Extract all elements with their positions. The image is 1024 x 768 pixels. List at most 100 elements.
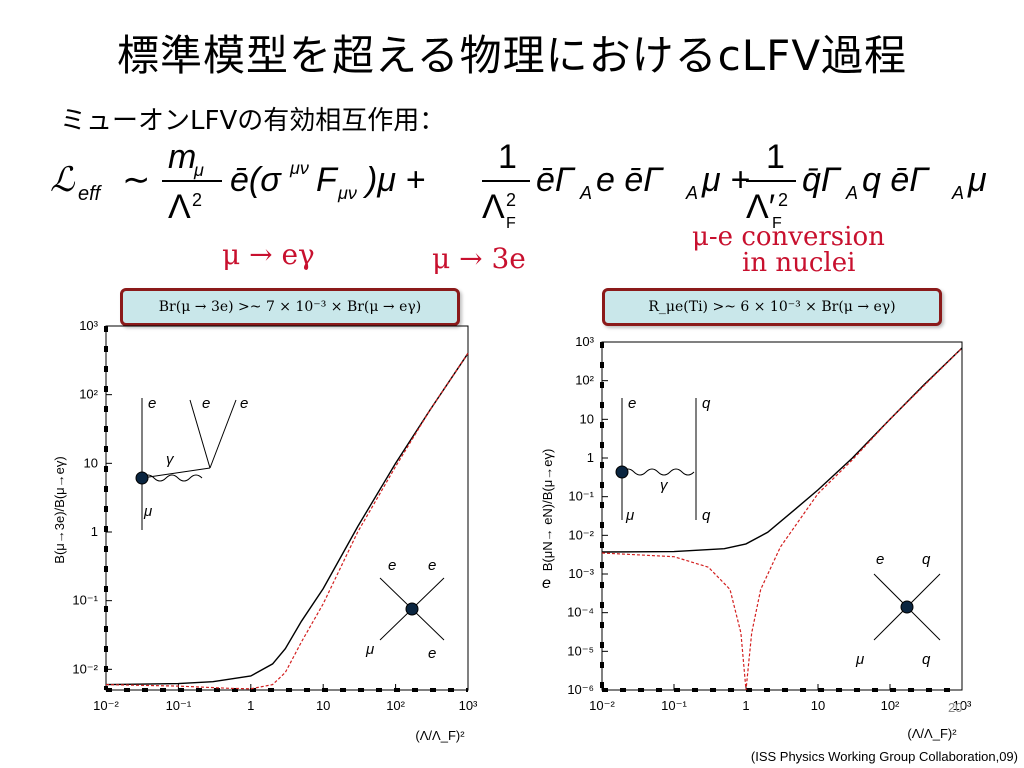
diagram-label-left-3: e bbox=[240, 395, 248, 412]
svg-text:F: F bbox=[316, 161, 339, 199]
y-tick-label: 1 bbox=[587, 450, 594, 465]
chart-right: B(μN→ eN)/B(μ→eγ) (Λ/Λ_F)² e 10⁻² 10⁻¹ 1 10… bbox=[540, 334, 972, 741]
y-axis-label-right: B(μN→ eN)/B(μ→eγ) bbox=[540, 449, 555, 572]
svg-text:Λ: Λ bbox=[482, 188, 505, 226]
contact-label-left-1: e bbox=[388, 557, 396, 574]
series-line-1 bbox=[105, 352, 469, 690]
x-tick-label: 1 bbox=[742, 698, 749, 713]
series-line-0 bbox=[601, 347, 963, 553]
svg-text:2: 2 bbox=[192, 190, 202, 210]
y-tick-label: 10⁻¹ bbox=[568, 489, 594, 504]
x-tick-label: 10⁻² bbox=[93, 698, 119, 713]
feynman-diagram-contact-right bbox=[873, 573, 941, 641]
svg-text:2: 2 bbox=[778, 190, 788, 210]
contact-label-right-1: e bbox=[876, 551, 884, 568]
plot-frame bbox=[601, 341, 963, 691]
y-tick-label: 10² bbox=[79, 387, 98, 402]
svg-text:1: 1 bbox=[766, 138, 785, 176]
svg-text:μ: μ bbox=[967, 161, 987, 199]
svg-text:ēΓ: ēΓ bbox=[536, 161, 576, 199]
svg-text:ℒ: ℒ bbox=[50, 161, 76, 199]
series-line-1 bbox=[601, 347, 963, 691]
feynman-diagram-contact-left bbox=[379, 577, 445, 641]
svg-text:m: m bbox=[168, 138, 196, 176]
reference-citation: (ISS Physics Working Group Collaboration… bbox=[750, 749, 1018, 764]
y-tick-label: 1 bbox=[91, 524, 98, 539]
diagram-label-right-4: μ bbox=[625, 507, 634, 524]
svg-text:Λ: Λ bbox=[168, 188, 191, 226]
svg-text:μ +: μ + bbox=[701, 161, 750, 199]
y-tick-label: 10⁻⁶ bbox=[567, 682, 594, 697]
x-tick-label: 10³ bbox=[459, 698, 478, 713]
diagram-label-right-1: e bbox=[628, 395, 636, 412]
process-mu-e-conversion-line2: in nuclei bbox=[742, 248, 856, 278]
plot-frame bbox=[105, 325, 469, 691]
svg-text:F: F bbox=[506, 215, 516, 232]
x-tick-label: 10² bbox=[386, 698, 405, 713]
process-mu-e-conversion: μ-e conversion in nuclei bbox=[692, 224, 885, 276]
svg-text:μν: μν bbox=[337, 183, 357, 203]
svg-text:μν: μν bbox=[289, 158, 309, 178]
x-axis-label-left: (Λ/Λ_F)² bbox=[415, 728, 465, 743]
y-tick-label: 10⁻² bbox=[568, 527, 594, 542]
x-axis-label-right: (Λ/Λ_F)² bbox=[907, 726, 957, 741]
svg-text:q ēΓ: q ēΓ bbox=[862, 161, 930, 199]
svg-text:ē(σ: ē(σ bbox=[230, 161, 282, 199]
contact-label-right-3: μ bbox=[855, 651, 864, 668]
y-tick-label: 10⁻³ bbox=[568, 566, 594, 581]
y-tick-label: 10⁻² bbox=[72, 661, 98, 676]
process-mu-e-conversion-line1: μ-e conversion bbox=[692, 222, 885, 252]
y-tick-label: 10⁻⁴ bbox=[567, 605, 594, 620]
diagram-label-left-2: e bbox=[202, 395, 210, 412]
y-tick-label: 10² bbox=[575, 373, 594, 388]
diagram-label-right-5: q bbox=[702, 507, 711, 524]
y-tick-label: 10 bbox=[84, 455, 98, 470]
svg-text:μ: μ bbox=[193, 160, 204, 180]
constraint-box-right: R_μe(Ti) >~ 6 × 10⁻³ × Br(μ → eγ) bbox=[602, 288, 942, 326]
x-tick-label: 10⁻¹ bbox=[661, 698, 687, 713]
svg-text:∼: ∼ bbox=[122, 161, 151, 199]
slide-subtitle: ミューオンLFVの有効相互作用： bbox=[60, 106, 446, 136]
svg-text:Λ′: Λ′ bbox=[746, 188, 775, 226]
x-tick-label: 10 bbox=[316, 698, 330, 713]
contact-label-right-2: q bbox=[922, 551, 931, 568]
diagram-label-left-5: μ bbox=[143, 503, 152, 520]
svg-text:1: 1 bbox=[498, 138, 517, 176]
side-label-e: e bbox=[542, 575, 551, 592]
svg-text:A: A bbox=[951, 183, 964, 203]
constraint-box-left: Br(μ → 3e) >~ 7 × 10⁻³ × Br(μ → eγ) bbox=[120, 288, 460, 326]
svg-text:A: A bbox=[579, 183, 592, 203]
svg-text:q̄Γ: q̄Γ bbox=[802, 161, 842, 199]
svg-text:e ēΓ: e ēΓ bbox=[596, 161, 664, 199]
diagram-label-left-1: e bbox=[148, 395, 156, 412]
diagram-label-right-2: q bbox=[702, 395, 711, 412]
x-tick-label: 10³ bbox=[953, 698, 972, 713]
plot-area-right: 10⁻² 10⁻¹ 1 10 10² 10³ 10⁻⁶ 10⁻⁵ 10⁻⁴ 10⁻³ 10⁻² 10⁻… bbox=[567, 334, 972, 713]
diagram-label-left-4: γ bbox=[166, 451, 175, 468]
page-number: 20 bbox=[948, 700, 963, 715]
x-tick-label: 10 bbox=[811, 698, 825, 713]
y-axis-label-left: B(μ→3e)/B(μ→eγ) bbox=[52, 456, 67, 563]
process-mu-3e: μ → 3e bbox=[432, 242, 526, 275]
diagram-label-right-3: γ bbox=[660, 477, 669, 494]
contact-label-left-2: e bbox=[428, 557, 436, 574]
x-tick-label: 10⁻¹ bbox=[166, 698, 192, 713]
chart-left: B(μ→3e)/B(μ→eγ) (Λ/Λ_F)² 10⁻² 10⁻¹ 1 10 10² 1… bbox=[52, 320, 478, 743]
x-tick-label: 10² bbox=[881, 698, 900, 713]
y-tick-label: 10⁻⁵ bbox=[567, 643, 594, 658]
svg-text:A: A bbox=[845, 183, 858, 203]
feynman-diagram-mu-e-conversion bbox=[615, 398, 697, 520]
contact-label-left-4: e bbox=[428, 645, 436, 662]
contact-label-right-4: q bbox=[922, 651, 931, 668]
svg-text:)μ +: )μ + bbox=[362, 161, 425, 199]
x-tick-label: 10⁻² bbox=[589, 698, 615, 713]
y-tick-label: 10 bbox=[580, 411, 594, 426]
slide-title: 標準模型を超える物理におけるcLFV過程 bbox=[116, 31, 908, 80]
process-mu-egamma: μ → eγ bbox=[222, 238, 315, 271]
svg-text:F: F bbox=[772, 215, 782, 232]
contact-label-left-3: μ bbox=[365, 641, 374, 658]
svg-text:eff: eff bbox=[78, 183, 103, 205]
series-line-0 bbox=[105, 352, 469, 686]
y-tick-label: 10³ bbox=[79, 320, 98, 333]
